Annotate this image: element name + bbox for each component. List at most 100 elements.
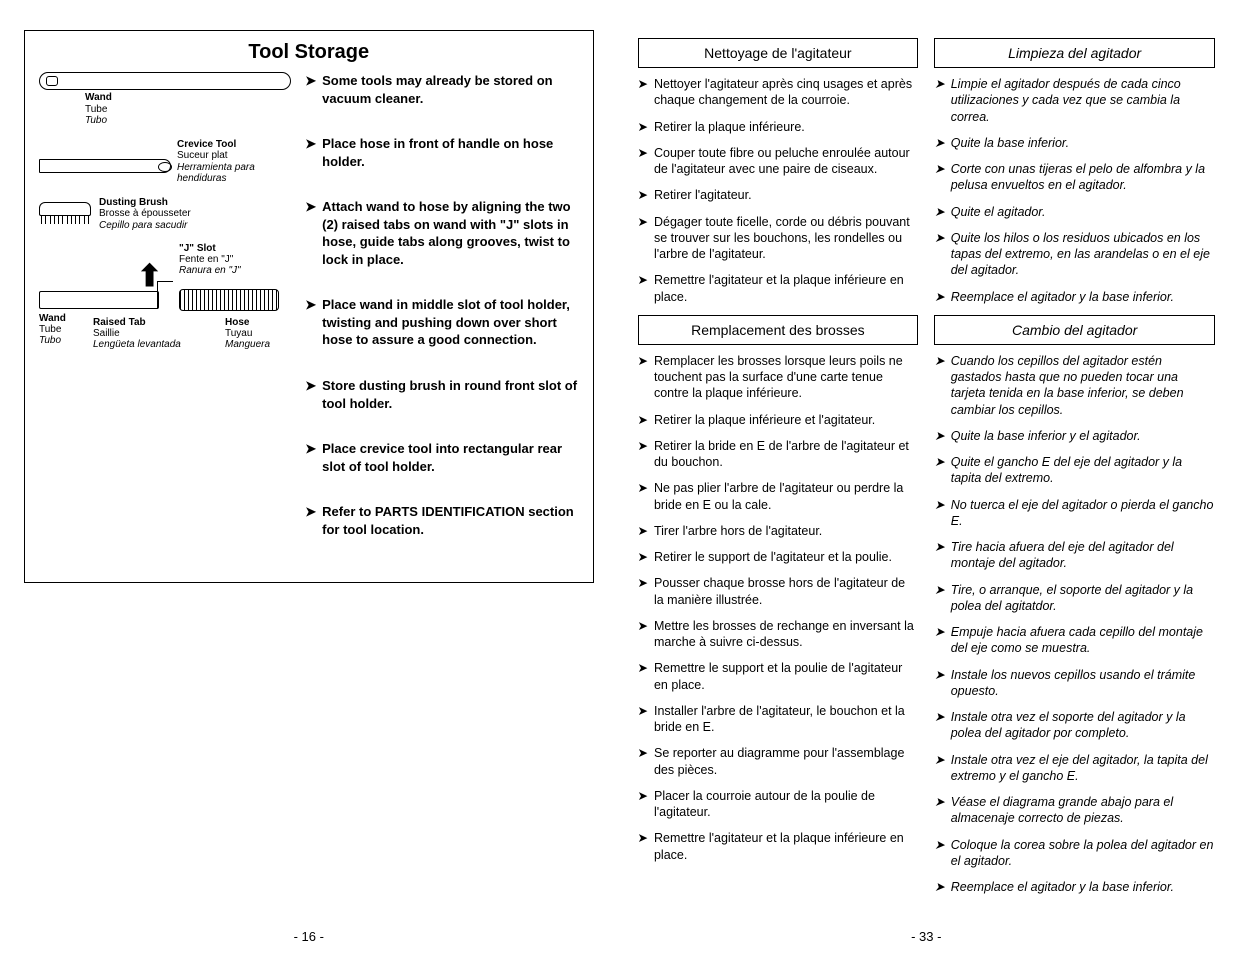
item-text: Retirer la plaque inférieure. (654, 119, 805, 135)
bullet-arrow-icon: ➤ (305, 72, 316, 107)
crevice-label: Crevice Tool Suceur plat Herramienta par… (177, 139, 291, 185)
item-text: Tire, o arranque, el soporte del agitado… (951, 582, 1215, 615)
fr-sec1-list: ➤ Nettoyer l'agitateur après cinq usages … (638, 76, 919, 305)
hose-shape (179, 289, 279, 311)
page-16: Tool Storage Wand Tube Tubo Crevice Tool (0, 0, 618, 954)
bullet-arrow-icon: ➤ (305, 440, 316, 475)
item-text: Tire hacia afuera del eje del agitador d… (951, 539, 1215, 572)
page-number: - 16 - (0, 929, 618, 944)
item-text: Quite los hilos o los residuos ubicados … (951, 230, 1215, 279)
item-text: Mettre les brosses de rechange en invers… (654, 618, 918, 651)
item-text: Dégager toute ficelle, corde ou débris p… (654, 214, 918, 263)
item-text: Couper toute fibre ou peluche enroulée a… (654, 145, 918, 178)
bullet-arrow-icon: ➤ (638, 618, 648, 651)
list-item: ➤Quite el gancho E del eje del agitador … (934, 454, 1215, 487)
item-text: Remettre l'agitateur et la plaque inféri… (654, 272, 918, 305)
bullet-arrow-icon: ➤ (638, 412, 648, 428)
jslot-shape (157, 281, 173, 309)
item-text: Remettre le support et la poulie de l'ag… (654, 660, 918, 693)
bullet-arrow-icon: ➤ (638, 438, 648, 471)
list-item: ➤Retirer la plaque inférieure et l'agita… (638, 412, 919, 428)
bullet-arrow-icon: ➤ (934, 204, 944, 220)
bullet-arrow-icon: ➤ (934, 709, 944, 742)
list-item: ➤Installer l'arbre de l'agitateur, le bo… (638, 703, 919, 736)
item-text: Quite el gancho E del eje del agitador y… (951, 454, 1215, 487)
diagram-column: Wand Tube Tubo Crevice Tool Suceur plat … (39, 72, 291, 566)
list-item: ➤Retirer la bride en E de l'arbre de l'a… (638, 438, 919, 471)
list-item: ➤Coloque la corea sobre la polea del agi… (934, 837, 1215, 870)
item-text: Nettoyer l'agitateur après cinq usages e… (654, 76, 918, 109)
list-item: ➤Store dusting brush in round front slot… (305, 377, 578, 412)
item-text: Empuje hacia afuera cada cepillo del mon… (951, 624, 1215, 657)
bullet-arrow-icon: ➤ (638, 788, 648, 821)
bullet-arrow-icon: ➤ (638, 272, 648, 305)
bullet-arrow-icon: ➤ (638, 353, 648, 402)
list-item: ➤Instale otra vez el eje del agitador, l… (934, 752, 1215, 785)
list-item: ➤Reemplace el agitador y la base inferio… (934, 879, 1215, 895)
list-item: ➤Ne pas plier l'arbre de l'agitateur ou … (638, 480, 919, 513)
list-item: ➤Remettre l'agitateur et la plaque infér… (638, 830, 919, 863)
wand2-label: Wand Tube Tubo (39, 313, 66, 346)
item-text: Limpie el agitador después de cada cinco… (951, 76, 1215, 125)
bullet-arrow-icon: ➤ (934, 624, 944, 657)
item-text: Cuando los cepillos del agitador estén g… (951, 353, 1215, 418)
item-text: Quite el agitador. (951, 204, 1046, 220)
bullet-arrow-icon: ➤ (934, 230, 944, 279)
item-text: Ne pas plier l'arbre de l'agitateur ou p… (654, 480, 918, 513)
wand-label: Wand Tube Tubo (85, 92, 291, 127)
bullet-arrow-icon: ➤ (305, 377, 316, 412)
bullet-arrow-icon: ➤ (638, 119, 648, 135)
list-item: ➤Instale los nuevos cepillos usando el t… (934, 667, 1215, 700)
item-text: Store dusting brush in round front slot … (322, 377, 578, 412)
list-item: ➤Remettre l'agitateur et la plaque infér… (638, 272, 919, 305)
raised-label: Raised Tab Saillie Lengüeta levantada (93, 317, 181, 350)
item-text: Place crevice tool into rectangular rear… (322, 440, 578, 475)
list-item: ➤Dégager toute ficelle, corde ou débris … (638, 214, 919, 263)
list-item: ➤Couper toute fibre ou peluche enroulée … (638, 145, 919, 178)
bullet-arrow-icon: ➤ (934, 135, 944, 151)
list-item: ➤Refer to PARTS IDENTIFICATION section f… (305, 503, 578, 538)
hose-label: Hose Tuyau Manguera (225, 317, 270, 350)
item-text: Quite la base inferior. (951, 135, 1069, 151)
crevice-diagram: Crevice Tool Suceur plat Herramienta par… (39, 139, 291, 185)
list-item: ➤Placer la courroie autour de la poulie … (638, 788, 919, 821)
item-text: Instale los nuevos cepillos usando el tr… (951, 667, 1215, 700)
tool-storage-bullets: ➤Some tools may already be stored on vac… (305, 72, 578, 538)
list-item: ➤Retirer l'agitateur. (638, 187, 919, 203)
item-text: Retirer la bride en E de l'arbre de l'ag… (654, 438, 918, 471)
bullet-arrow-icon: ➤ (934, 428, 944, 444)
list-item: ➤Limpie el agitador después de cada cinc… (934, 76, 1215, 125)
bullet-arrow-icon: ➤ (934, 161, 944, 194)
bullet-arrow-icon: ➤ (934, 76, 944, 125)
item-text: Reemplace el agitador y la base inferior… (951, 289, 1174, 305)
section-title: Tool Storage (39, 41, 579, 64)
list-item: ➤Nettoyer l'agitateur après cinq usages … (638, 76, 919, 109)
bullet-arrow-icon: ➤ (638, 703, 648, 736)
spanish-column: Limpieza del agitador ➤Limpie el agitado… (934, 38, 1215, 944)
list-item: ➤Mettre les brosses de rechange en inver… (638, 618, 919, 651)
item-text: Instale otra vez el soporte del agitador… (951, 709, 1215, 742)
list-item: ➤ Quite la base inferior. (934, 135, 1215, 151)
brush-diagram: Dusting Brush Brosse à épousseter Cepill… (39, 197, 291, 232)
item-text: Pousser chaque brosse hors de l'agitateu… (654, 575, 918, 608)
bullet-arrow-icon: ➤ (934, 582, 944, 615)
list-item: ➤Instale otra vez el soporte del agitado… (934, 709, 1215, 742)
item-text: Tirer l'arbre hors de l'agitateur. (654, 523, 822, 539)
fr-sec2-title: Remplacement des brosses (638, 315, 919, 345)
bullet-arrow-icon: ➤ (638, 549, 648, 565)
item-text: No tuerca el eje del agitador o pierda e… (951, 497, 1215, 530)
assembly-diagram: "J" Slot Fente en "J" Ranura en "J" ⬆ Wa… (39, 243, 291, 353)
es-sec2-list: ➤ Cuando los cepillos del agitador estén … (934, 353, 1215, 896)
french-column: Nettoyage de l'agitateur ➤ Nettoyer l'agi… (638, 38, 919, 944)
bullet-arrow-icon: ➤ (638, 745, 648, 778)
item-text: Retirer le support de l'agitateur et la … (654, 549, 892, 565)
bullet-arrow-icon: ➤ (934, 497, 944, 530)
list-item: ➤Remplacer les brosses lorsque leurs poi… (638, 353, 919, 402)
list-item: ➤ Retirer le support de l'agitateur et la… (638, 549, 919, 565)
fr-sec1-title: Nettoyage de l'agitateur (638, 38, 919, 68)
item-text: Some tools may already be stored on vacu… (322, 72, 578, 107)
list-item: ➤Pousser chaque brosse hors de l'agitate… (638, 575, 919, 608)
bullet-arrow-icon: ➤ (638, 214, 648, 263)
left-content: Wand Tube Tubo Crevice Tool Suceur plat … (39, 72, 579, 566)
list-item: ➤Se reporter au diagramme pour l'assembl… (638, 745, 919, 778)
